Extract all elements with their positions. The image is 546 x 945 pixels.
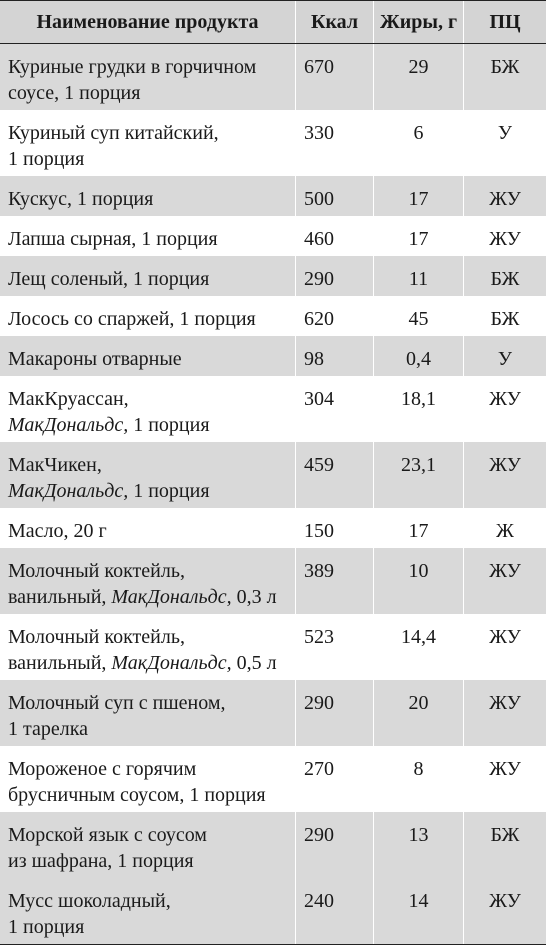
kcal-cell: 330 (296, 110, 374, 176)
kcal-cell: 304 (296, 376, 374, 442)
product-name: Масло, 20 г (0, 508, 296, 548)
table-row: Мороженое с горячим брусничным соусом, 1 … (0, 746, 546, 812)
pc-cell: БЖ (490, 56, 520, 78)
table-row: Куриный суп китайский, 1 порция 330 6 У (0, 110, 546, 176)
kcal-cell: 290 (296, 256, 374, 296)
header-kcal: Ккал (296, 1, 374, 43)
kcal-cell: 389 (296, 548, 374, 614)
table-row: Морской язык с соусом из шафрана, 1 порци… (0, 812, 546, 878)
pc-cell: ЖУ (489, 388, 521, 410)
table-row: Кускус, 1 порция 500 17 ЖУ (0, 176, 546, 216)
kcal-cell: 459 (296, 442, 374, 508)
product-name: Молочный коктейль, ванильный, МакДональдс… (0, 614, 296, 680)
pc-cell: ЖУ (489, 758, 521, 780)
fat-cell: 11 (374, 256, 464, 296)
product-name: Кускус, 1 порция (0, 176, 296, 216)
table-row: Молочный коктейль, ванильный, МакДональдс… (0, 548, 546, 614)
product-name: Лещ соленый, 1 порция (0, 256, 296, 296)
fat-cell: 14,4 (374, 614, 464, 680)
fat-cell: 6 (374, 110, 464, 176)
table-row: МакКруассан, МакДональдс, 1 порция 304 18… (0, 376, 546, 442)
kcal-cell: 523 (296, 614, 374, 680)
fat-cell: 20 (374, 680, 464, 746)
table-row: Макароны отварные 98 0,4 У (0, 336, 546, 376)
pc-cell: ЖУ (489, 228, 521, 250)
fat-cell: 10 (374, 548, 464, 614)
fat-cell: 18,1 (374, 376, 464, 442)
fat-cell: 17 (374, 508, 464, 548)
product-name: Лосось со спаржей, 1 порция (0, 296, 296, 336)
table-row: МакЧикен, МакДональдс, 1 порция 459 23,1 … (0, 442, 546, 508)
pc-cell: Ж (496, 520, 514, 542)
kcal-cell: 150 (296, 508, 374, 548)
table-row: Лосось со спаржей, 1 порция 620 45 БЖ (0, 296, 546, 336)
product-name: Куриные грудки в горчичном соусе, 1 порци… (0, 44, 296, 110)
pc-cell: ЖУ (489, 692, 521, 714)
product-name: МакКруассан, МакДональдс, 1 порция (0, 376, 296, 442)
pc-cell: ЖУ (489, 188, 521, 210)
fat-cell: 23,1 (374, 442, 464, 508)
header-name: Наименование продукта (0, 1, 296, 43)
kcal-cell: 500 (296, 176, 374, 216)
pc-cell: ЖУ (489, 454, 521, 476)
table-row: Молочный коктейль, ванильный, МакДональдс… (0, 614, 546, 680)
kcal-cell: 620 (296, 296, 374, 336)
table-header: Наименование продукта Ккал Жиры, г ПЦ (0, 1, 546, 44)
fat-cell: 13 (374, 812, 464, 878)
pc-cell: ЖУ (489, 626, 521, 648)
product-name: Молочный коктейль, ванильный, МакДональдс… (0, 548, 296, 614)
pc-cell: БЖ (490, 824, 520, 846)
fat-cell: 17 (374, 216, 464, 256)
kcal-cell: 240 (296, 878, 374, 944)
table-row: Молочный суп с пшеном, 1 тарелка 290 20 Ж… (0, 680, 546, 746)
fat-cell: 29 (374, 44, 464, 110)
fat-cell: 14 (374, 878, 464, 944)
product-name: Куриный суп китайский, 1 порция (0, 110, 296, 176)
pc-cell: БЖ (490, 308, 520, 330)
pc-cell: У (497, 348, 513, 370)
kcal-cell: 290 (296, 812, 374, 878)
fat-cell: 0,4 (374, 336, 464, 376)
kcal-cell: 290 (296, 680, 374, 746)
pc-cell: ЖУ (489, 890, 521, 912)
fat-cell: 17 (374, 176, 464, 216)
kcal-cell: 460 (296, 216, 374, 256)
pc-cell: ЖУ (489, 560, 521, 582)
kcal-cell: 670 (296, 44, 374, 110)
product-name: Мороженое с горячим брусничным соусом, 1 … (0, 746, 296, 812)
pc-cell: У (497, 122, 513, 144)
product-name: Макароны отварные (0, 336, 296, 376)
product-name: Морской язык с соусом из шафрана, 1 порци… (0, 812, 296, 878)
table-row: Куриные грудки в горчичном соусе, 1 порци… (0, 44, 546, 110)
header-pc: ПЦ (489, 10, 521, 33)
kcal-cell: 270 (296, 746, 374, 812)
kcal-cell: 98 (296, 336, 374, 376)
product-name: Молочный суп с пшеном, 1 тарелка (0, 680, 296, 746)
table-row: Лапша сырная, 1 порция 460 17 ЖУ (0, 216, 546, 256)
product-name: Мусс шоколадный, 1 порция (0, 878, 296, 944)
product-name: МакЧикен, МакДональдс, 1 порция (0, 442, 296, 508)
fat-cell: 45 (374, 296, 464, 336)
fat-cell: 8 (374, 746, 464, 812)
product-name: Лапша сырная, 1 порция (0, 216, 296, 256)
table-row: Масло, 20 г 150 17 Ж (0, 508, 546, 548)
pc-cell: БЖ (490, 268, 520, 290)
table-row: Мусс шоколадный, 1 порция 240 14 ЖУ (0, 878, 546, 944)
table-row: Лещ соленый, 1 порция 290 11 БЖ (0, 256, 546, 296)
header-fat: Жиры, г (374, 1, 464, 43)
